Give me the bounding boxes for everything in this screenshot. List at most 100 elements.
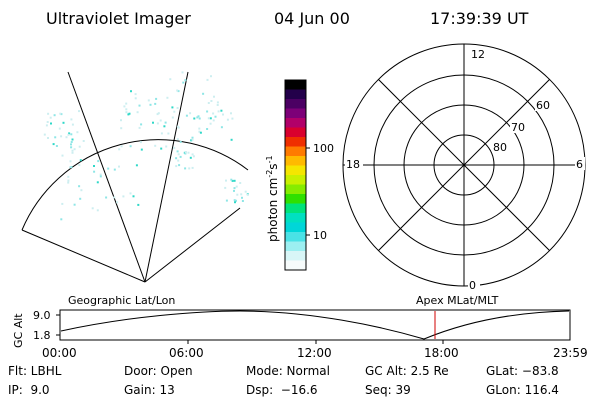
aurora-pixel (244, 190, 247, 193)
aurora-pixel (185, 114, 188, 117)
aurora-pixel (152, 121, 154, 124)
aurora-pixel (59, 112, 62, 115)
info-door: Door: Open (124, 364, 193, 378)
aurora-pixel (135, 164, 138, 167)
aurora-pixel (60, 135, 63, 138)
aurora-pixel (189, 112, 192, 115)
aurora-pixel (210, 75, 212, 78)
color-bar: 100 10 photon cm-2s-1 (265, 79, 334, 271)
aurora-pixel (60, 113, 63, 116)
x-tick-label-0000: 00:00 (42, 346, 77, 360)
info-block: Flt: LBHL IP: 9.0 Door: Open Gain: 13 Mo… (8, 364, 559, 397)
aurora-pixel (164, 121, 167, 124)
aurora-pixel (78, 185, 81, 188)
aurora-pixel (125, 108, 128, 111)
aurora-pixel (82, 140, 85, 142)
aurora-pixel (118, 148, 121, 151)
aurora-pixel (207, 117, 210, 120)
aurora-pixel (129, 145, 132, 148)
x-tick-label-1800: 18:00 (424, 346, 459, 360)
mlt-label-12: 12 (471, 48, 485, 61)
aurora-pixel (120, 127, 123, 130)
mlat-label-60: 60 (536, 99, 550, 112)
aurora-pixel (230, 178, 233, 181)
aurora-pixel (231, 179, 234, 182)
aurora-pixel (49, 116, 52, 119)
aurora-pixel (96, 209, 99, 212)
info-ip: IP: 9.0 (8, 383, 50, 397)
altitude-timeline: Geographic Lat/Lon Apex MLat/MLT 9.0 1.8… (12, 294, 588, 360)
aurora-pixel (53, 114, 56, 117)
aurora-pixel (184, 79, 187, 82)
aurora-pixel (127, 113, 130, 116)
color-bar-band (285, 99, 306, 109)
x-tick-label-0600: 06:00 (169, 346, 204, 360)
color-bar-band (285, 222, 306, 233)
aurora-pixel (209, 117, 212, 120)
aurora-pixel (60, 218, 63, 221)
aurora-pixel (241, 196, 243, 199)
aurora-pixel (214, 115, 217, 118)
color-bar-band (285, 251, 306, 261)
aurora-pixel (76, 131, 79, 134)
aurora-pixel (140, 123, 143, 126)
aurora-pixel (73, 203, 76, 206)
color-bar-label-100: 100 (313, 142, 334, 155)
aurora-pixel (225, 179, 227, 182)
info-glon: GLon: 116.4 (486, 383, 559, 397)
aurora-pixel (236, 193, 239, 196)
time-text: 17:39:39 UT (430, 9, 529, 28)
aurora-pixel (156, 113, 159, 116)
aurora-pixel (231, 117, 234, 120)
date-text: 04 Jun 00 (274, 9, 350, 28)
aurora-pixel (176, 107, 179, 109)
aurora-pixel (176, 138, 179, 141)
aurora-pixel (118, 165, 120, 168)
aurora-pixel (241, 200, 244, 202)
color-bar-frame (284, 79, 307, 271)
aurora-pixel (184, 167, 187, 170)
aurora-pixel (165, 145, 168, 148)
aurora-pixel (67, 175, 70, 178)
aurora-pixel (47, 112, 50, 115)
aurora-pixel (230, 112, 232, 115)
color-bar-axis-label: photon cm-2s-1 (265, 155, 280, 242)
aurora-pixel (137, 203, 140, 206)
aurora-pixel (116, 201, 119, 204)
aurora-pixel (222, 113, 224, 116)
aurora-pixel (132, 195, 135, 198)
aurora-pixel (122, 195, 125, 198)
aurora-pixel (210, 100, 213, 102)
aurora-pixel (99, 173, 102, 176)
aurora-pixel (154, 102, 157, 105)
aurora-pixel (188, 167, 191, 170)
aurora-pixel (206, 128, 209, 130)
aurora-pixel (105, 196, 108, 199)
view-line-3 (144, 71, 189, 283)
aurora-pixel (138, 126, 141, 129)
aurora-pixel (58, 127, 61, 130)
aurora-pixel (79, 197, 82, 200)
aurora-pixel (78, 164, 81, 167)
color-bar-band (285, 194, 306, 204)
aurora-pixel (220, 109, 223, 112)
aurora-pixel (212, 119, 215, 122)
aurora-pixel (69, 160, 72, 163)
aurora-pixel (193, 117, 196, 120)
aurora-pixel (46, 121, 49, 123)
aurora-pixel (157, 112, 160, 115)
aurora-pixel (107, 167, 110, 170)
aurora-pixel (167, 132, 170, 135)
aurora-pixel (62, 121, 65, 124)
aurora-pixel (246, 193, 249, 196)
aurora-pixel (216, 104, 219, 106)
aurora-pixel (93, 170, 96, 173)
aurora-pixel (187, 151, 190, 154)
aurora-pixel (182, 81, 185, 84)
aurora-pixel (52, 143, 55, 146)
aurora-pixel (69, 166, 71, 169)
color-bar-band (285, 184, 306, 195)
color-bar-band (285, 108, 306, 119)
color-bar-band (285, 260, 306, 271)
aurora-pixel (190, 139, 193, 142)
